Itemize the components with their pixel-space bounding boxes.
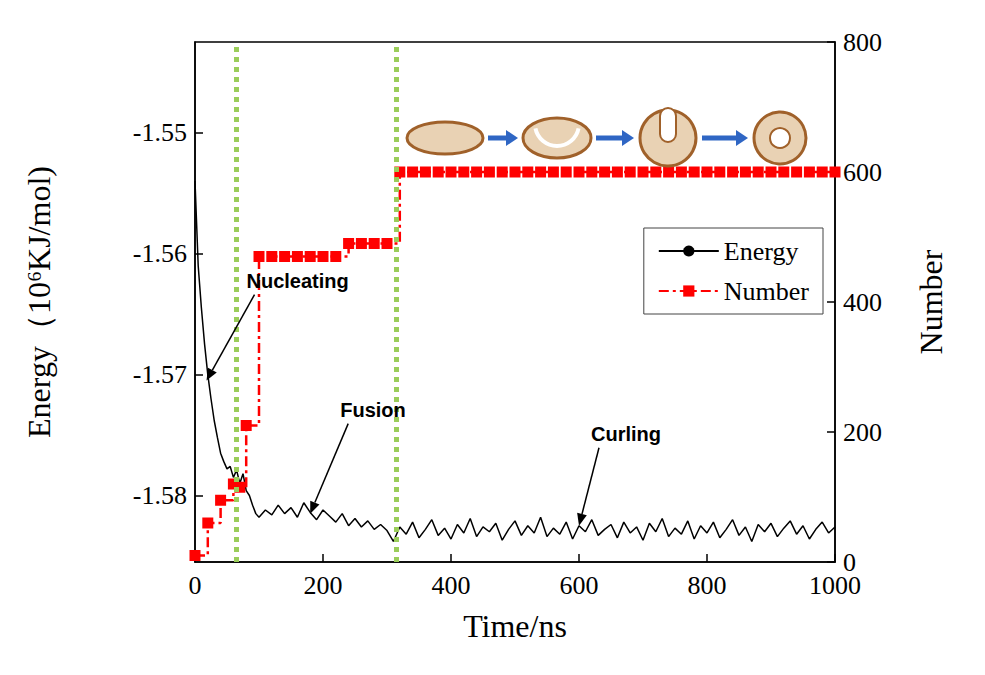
svg-text:0: 0 [843,547,856,577]
svg-text:800: 800 [843,28,882,57]
svg-text:Fusion: Fusion [340,399,406,421]
svg-text:Energy（10⁶KJ/mol): Energy（10⁶KJ/mol) [21,166,57,438]
svg-text:0: 0 [189,571,202,600]
svg-text:600: 600 [560,571,599,600]
svg-text:400: 400 [843,288,882,317]
svg-text:-1.58: -1.58 [133,481,187,510]
svg-text:200: 200 [843,418,882,447]
svg-text:400: 400 [432,571,471,600]
svg-text:-1.55: -1.55 [133,118,187,147]
svg-text:Time/ns: Time/ns [463,608,567,644]
svg-text:Nucleating: Nucleating [247,270,349,292]
svg-text:1000: 1000 [809,571,861,600]
svg-text:800: 800 [688,571,727,600]
svg-text:Energy: Energy [724,237,799,266]
svg-text:Number: Number [913,249,949,354]
svg-text:-1.57: -1.57 [133,360,187,389]
svg-text:Number: Number [724,277,810,306]
svg-text:Curling: Curling [591,423,661,445]
svg-text:200: 200 [304,571,343,600]
svg-text:-1.56: -1.56 [133,239,187,268]
svg-text:600: 600 [843,158,882,187]
